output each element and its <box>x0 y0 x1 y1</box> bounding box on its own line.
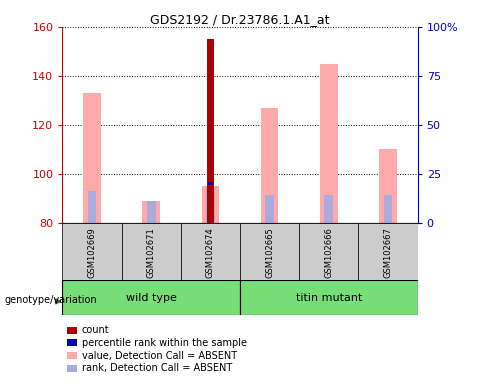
Bar <box>181 223 240 280</box>
Bar <box>379 149 397 223</box>
Text: value, Detection Call = ABSENT: value, Detection Call = ABSENT <box>82 351 237 361</box>
Text: GSM102674: GSM102674 <box>206 227 215 278</box>
Text: wild type: wild type <box>126 293 177 303</box>
Bar <box>384 195 393 223</box>
Bar <box>261 108 278 223</box>
Text: GSM102665: GSM102665 <box>265 227 274 278</box>
Bar <box>202 186 219 223</box>
Bar <box>320 64 338 223</box>
Text: GSM102666: GSM102666 <box>324 227 333 278</box>
Bar <box>147 201 156 223</box>
Text: percentile rank within the sample: percentile rank within the sample <box>82 338 247 348</box>
Bar <box>62 280 240 315</box>
Text: count: count <box>82 325 109 335</box>
Text: GSM102669: GSM102669 <box>87 227 96 278</box>
Text: rank, Detection Call = ABSENT: rank, Detection Call = ABSENT <box>82 363 232 373</box>
Title: GDS2192 / Dr.23786.1.A1_at: GDS2192 / Dr.23786.1.A1_at <box>150 13 330 26</box>
Bar <box>240 280 418 315</box>
Bar <box>208 182 213 185</box>
Bar <box>121 223 181 280</box>
Bar <box>240 223 299 280</box>
Bar <box>142 201 160 223</box>
Bar <box>87 191 96 223</box>
Bar <box>299 223 359 280</box>
Bar <box>83 93 101 223</box>
Text: GSM102667: GSM102667 <box>384 227 393 278</box>
Bar <box>207 39 214 223</box>
Bar <box>359 223 418 280</box>
Text: titin mutant: titin mutant <box>296 293 362 303</box>
Bar <box>265 195 274 223</box>
Text: genotype/variation: genotype/variation <box>5 295 97 305</box>
Text: GSM102671: GSM102671 <box>147 227 156 278</box>
Bar <box>206 187 215 223</box>
Bar <box>324 195 333 223</box>
Bar <box>62 223 121 280</box>
